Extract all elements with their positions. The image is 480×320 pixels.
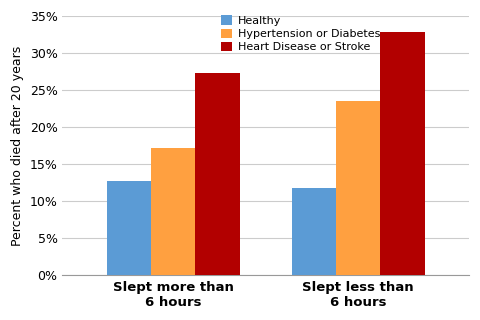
Y-axis label: Percent who died after 20 years: Percent who died after 20 years [11,45,24,246]
Legend: Healthy, Hypertension or Diabetes, Heart Disease or Stroke: Healthy, Hypertension or Diabetes, Heart… [217,11,385,57]
Bar [336,101,380,275]
Bar [107,180,151,275]
Bar [151,148,195,275]
Bar [195,73,240,275]
Bar [380,32,424,275]
Bar [291,188,336,275]
